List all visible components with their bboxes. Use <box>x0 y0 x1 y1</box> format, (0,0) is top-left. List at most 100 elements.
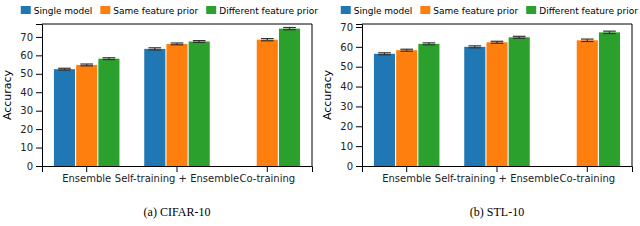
error-bar <box>603 31 616 33</box>
bar <box>509 37 530 166</box>
y-tick-label: 10 <box>340 141 353 152</box>
panel: 010203040506070EnsembleSelf-training + E… <box>321 6 638 220</box>
error-bar-line <box>171 44 184 45</box>
frame <box>632 24 633 166</box>
y-tick-mark <box>36 148 42 149</box>
error-bar-line <box>603 31 616 32</box>
x-tick-mark <box>587 166 588 172</box>
y-tick-mark <box>356 126 362 127</box>
bar <box>189 42 210 166</box>
error-bar <box>400 49 413 51</box>
y-axis: 010203040506070 <box>340 22 362 172</box>
bar <box>577 40 598 166</box>
x-axis-line <box>43 167 313 173</box>
x-tick-label: Co-training <box>559 173 615 184</box>
legend-swatch <box>526 6 536 14</box>
y-tick-mark <box>36 92 42 93</box>
error-bar-line <box>193 40 206 41</box>
error-bar <box>513 36 526 38</box>
y-tick-label: 30 <box>20 105 33 116</box>
legend-label: Same feature prior <box>113 6 198 16</box>
legend-label: Different feature prior <box>539 6 638 16</box>
error-bar-line <box>80 63 93 64</box>
legend-item: Different feature prior <box>206 6 318 16</box>
y-tick: 60 <box>20 50 42 61</box>
y-tick-mark <box>356 87 362 88</box>
error-bar <box>193 41 206 43</box>
y-tick: 10 <box>340 141 362 152</box>
error-bar-line <box>491 43 504 44</box>
x-tick-label: Co-training <box>239 173 295 184</box>
x-tick-label: Ensemble <box>62 173 111 184</box>
y-tick: 40 <box>340 81 362 92</box>
panel: 0 10 20 30 40 50 60 70 Ensemble Self-training + E… <box>1 6 318 220</box>
y-tick-mark <box>356 146 362 147</box>
y-tick: 70 <box>20 32 42 43</box>
error-bar <box>80 64 93 66</box>
error-bar <box>261 39 274 41</box>
error-bar-line <box>283 27 296 28</box>
error-bar-line <box>423 42 436 43</box>
bar <box>418 44 439 166</box>
bar <box>279 29 300 166</box>
legend-swatch <box>100 6 110 14</box>
y-axis-line <box>356 25 363 167</box>
y-tick-label: 40 <box>20 87 33 98</box>
error-bar-line <box>171 42 184 43</box>
legend-label: Same feature prior <box>433 6 518 16</box>
bar <box>144 49 165 166</box>
error-bar-line <box>423 44 436 45</box>
error-bar-line <box>58 68 71 69</box>
x-tick-mark <box>86 166 87 172</box>
bar <box>98 59 119 166</box>
x-axis: Ensemble Self-training + EnsembleCo-train… <box>43 166 313 184</box>
y-tick-mark <box>356 166 362 167</box>
error-bar-line <box>400 49 413 50</box>
y-tick-label: 10 <box>20 142 33 153</box>
x-tick-mark <box>267 166 268 172</box>
x-axis: Ensemble Self-training + EnsembleCo-train… <box>363 166 633 184</box>
y-tick-mark <box>36 129 42 130</box>
x-tick: Ensemble <box>62 166 111 184</box>
y-tick: 10 <box>20 142 42 153</box>
y-tick-label: 30 <box>340 101 353 112</box>
bar <box>486 42 507 166</box>
y-tick-mark <box>356 47 362 48</box>
x-tick-mark <box>406 166 407 172</box>
x-axis-line <box>363 167 633 173</box>
y-tick-label: 60 <box>20 50 33 61</box>
error-bar-line <box>581 41 594 42</box>
y-tick-label: 60 <box>340 42 353 53</box>
legend-swatch <box>206 6 216 14</box>
bar <box>257 40 278 166</box>
y-tick-mark <box>356 67 362 68</box>
legend-item: Same feature prior <box>100 6 198 16</box>
legend: Single modelSame feature priorDifferent … <box>341 6 639 16</box>
x-tick-label: Self-training + Ensemble <box>435 173 559 184</box>
error-bar-line <box>468 45 481 46</box>
legend-item: Different feature prior <box>526 6 638 16</box>
y-tick-label: 70 <box>20 32 33 43</box>
y-tick-mark <box>36 166 42 167</box>
y-tick-label: 20 <box>340 121 353 132</box>
x-tick: Self-training + Ensemble <box>115 166 239 184</box>
y-tick-label: 50 <box>20 68 33 79</box>
legend-label: Single model <box>34 6 93 16</box>
y-tick-label: 20 <box>20 124 33 135</box>
figure: 0 10 20 30 40 50 60 70 Ensemble Self-training + E… <box>0 0 640 226</box>
y-tick-mark <box>356 106 362 107</box>
caption: (a) CIFAR-10 <box>144 205 211 219</box>
error-bar-line <box>148 47 161 48</box>
bar <box>54 69 75 166</box>
y-tick: 0 <box>27 161 42 172</box>
y-tick-mark <box>36 74 42 75</box>
legend: Single model Same feature prior Different … <box>21 6 319 16</box>
bar <box>599 32 620 166</box>
bar <box>464 47 485 166</box>
bars <box>54 28 300 166</box>
error-bar <box>491 41 504 43</box>
plot-area: 0 10 20 30 40 50 60 70 Ensemble Self-training + E… <box>20 24 312 184</box>
x-tick: Ensemble <box>382 166 431 184</box>
legend-swatch <box>21 6 31 14</box>
error-bar-line <box>513 38 526 39</box>
